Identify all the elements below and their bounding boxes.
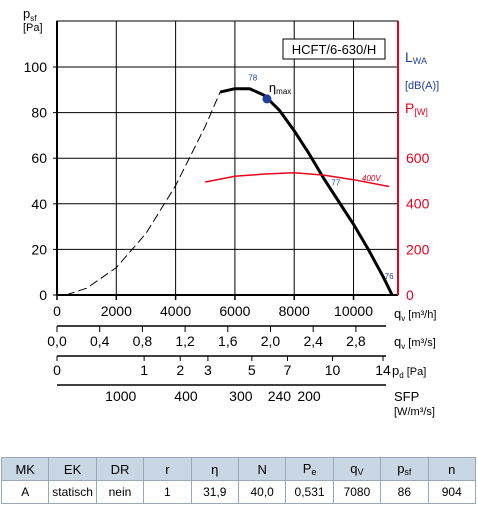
model-label-box	[282, 38, 386, 60]
sfp-axis-unit: [W/m³/s]	[394, 406, 435, 418]
sfp-tick-label: 300	[229, 388, 253, 404]
right-tick-label: 200	[406, 241, 430, 257]
chart-grid	[56, 20, 399, 296]
table-header-cell: MK	[0, 457, 50, 481]
axis-unit-label: pd [Pa]	[392, 363, 426, 380]
table-cell: 40,0	[237, 480, 287, 504]
pd-tick-label: 0	[53, 362, 61, 378]
left-tick-label: 100	[24, 59, 48, 75]
table-header-cell: n	[427, 457, 477, 481]
table-cell: 0,531	[285, 480, 334, 504]
sound-axis-unit: [dB(A)]	[405, 80, 439, 92]
x-tick-label: 8000	[279, 303, 310, 319]
axis-unit-label: qv [m³/h]	[394, 306, 436, 323]
sound-axis-label: LWA	[405, 49, 427, 66]
x-tick-label: 2000	[101, 303, 132, 319]
chart-series	[65, 87, 394, 296]
model-label: HCFT/6-630/H	[292, 42, 377, 57]
pd-tick-label: 3	[204, 362, 212, 378]
m3s-tick-label: 2,8	[346, 333, 366, 349]
m3s-tick-label: 2,4	[303, 333, 323, 349]
sfp-tick-label: 1000	[105, 388, 136, 404]
m3s-tick-label: 2,0	[261, 333, 281, 349]
table-header-cell: DR	[95, 457, 145, 481]
series-400V	[205, 172, 390, 188]
power-curve-label: 400V	[362, 174, 381, 183]
left-tick-label: 80	[31, 105, 47, 121]
pd-tick-label: 1	[140, 362, 148, 378]
table-cell: 31,9	[190, 480, 239, 504]
left-axis-ticks: 0 20 40 60 80 100	[24, 59, 57, 303]
left-tick-label: 0	[39, 287, 47, 303]
axis-unit-label: qv [m³/s]	[394, 334, 436, 351]
m3s-tick-label: 1,6	[218, 333, 238, 349]
series-pressure-dashed	[65, 91, 221, 296]
m3s-tick-label: 0,8	[133, 333, 153, 349]
x-axis-pd: 0 1 2 3 5 7 10 14 pd [Pa]	[53, 355, 426, 380]
table-cell: A	[0, 480, 50, 504]
efficiency-label: 78	[248, 74, 257, 83]
table-cell: 1	[143, 480, 192, 504]
right-axis-ticks: 0 200 400 600	[406, 150, 430, 303]
left-tick-label: 60	[31, 150, 47, 166]
table-cell: nein	[95, 480, 145, 504]
pd-tick-label: 7	[284, 362, 292, 378]
pd-tick-label: 10	[325, 362, 341, 378]
left-axis-unit: [Pa]	[23, 22, 43, 34]
right-tick-label: 600	[406, 150, 430, 166]
m3s-tick-label: 0,0	[47, 333, 67, 349]
sfp-tick-label: 400	[174, 388, 198, 404]
specs-table-header: MK EK DR r η N Pe qV psf n	[0, 457, 477, 481]
table-cell: 86	[380, 480, 429, 504]
efficiency-label: 76	[385, 272, 394, 281]
pd-tick-label: 5	[248, 362, 256, 378]
sfp-axis-label: SFP	[394, 389, 419, 404]
x-axis-sfp: 1000 400 300 240 200 SFP [W/m³/s]	[57, 384, 435, 418]
table-header-cell: EK	[48, 457, 97, 481]
max-efficiency-label: ηmax	[269, 80, 291, 96]
m3s-tick-label: 1,2	[175, 333, 195, 349]
table-cell: 904	[427, 480, 477, 504]
table-header-cell: N	[237, 457, 287, 481]
sfp-tick-label: 240	[268, 388, 292, 404]
chart-annotations: 78 77 76 400V ηmax	[248, 74, 394, 281]
table-cell: 7080	[332, 480, 382, 504]
m3s-tick-label: 0,4	[90, 333, 110, 349]
max-efficiency-point	[262, 94, 272, 104]
table-header-cell: qV	[332, 457, 382, 481]
left-tick-label: 20	[31, 241, 47, 257]
left-tick-label: 40	[31, 196, 47, 212]
power-axis-label: P[W]	[405, 100, 428, 117]
pd-tick-label: 14	[375, 362, 391, 378]
x-tick-label: 4000	[160, 303, 191, 319]
table-header-cell: Pe	[285, 457, 334, 481]
efficiency-label: 77	[331, 179, 340, 188]
pd-tick-label: 2	[176, 362, 184, 378]
right-tick-label: 0	[406, 287, 414, 303]
x-tick-label: 6000	[219, 303, 250, 319]
x-tick-label: 10000	[334, 303, 373, 319]
sfp-tick-label: 200	[297, 388, 321, 404]
table-header-cell: psf	[380, 457, 429, 481]
series-pressure	[219, 87, 394, 296]
table-header-cell: r	[143, 457, 192, 481]
x-axis-m3s: 0,0 0,4 0,8 1,2 1,6 2,0 2,4 2,8 qv [m³/s]	[47, 325, 436, 351]
x-tick-label: 0	[53, 303, 61, 319]
x-axis-m3h: 0 2000 4000 6000 8000 10000 qv [m³/h]	[53, 295, 436, 323]
table-header-cell: η	[190, 457, 239, 481]
left-axis-label: psf	[23, 6, 37, 23]
table-cell: statisch	[48, 480, 97, 504]
right-tick-label: 400	[406, 196, 430, 212]
